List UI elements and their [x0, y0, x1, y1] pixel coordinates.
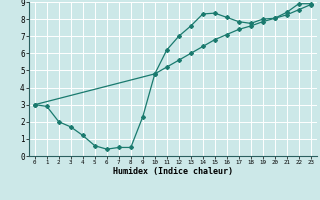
- X-axis label: Humidex (Indice chaleur): Humidex (Indice chaleur): [113, 167, 233, 176]
